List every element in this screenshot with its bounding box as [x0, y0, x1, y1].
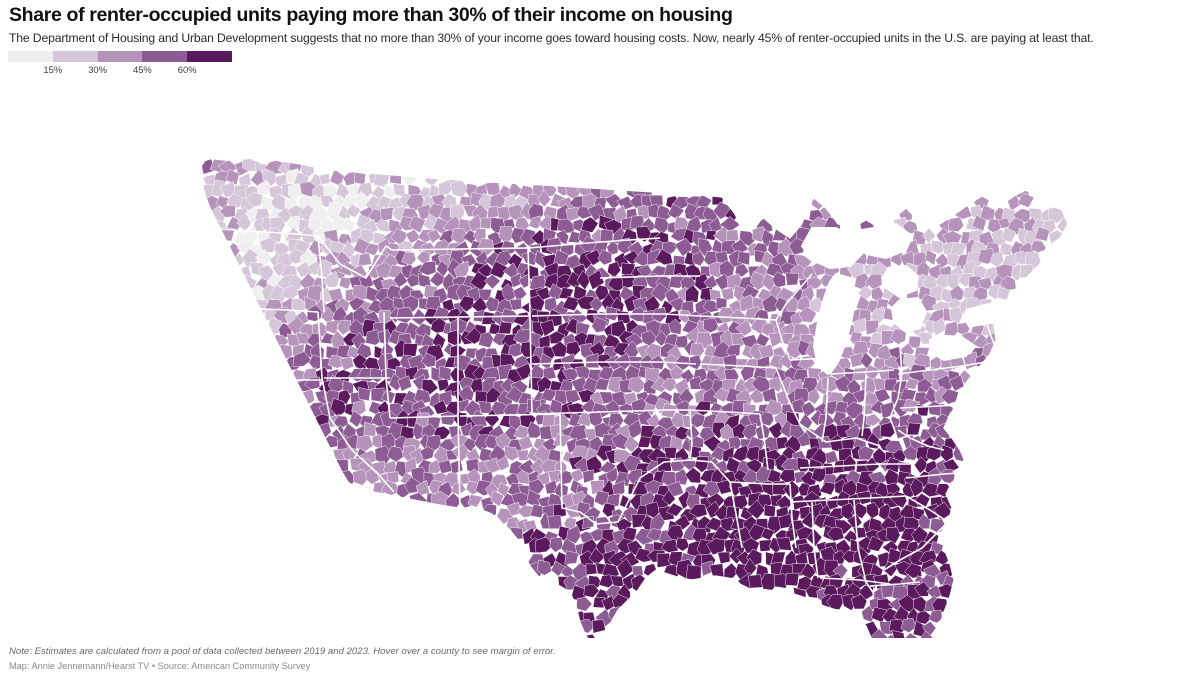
county-shape[interactable] — [383, 183, 397, 202]
county-shape[interactable] — [785, 572, 800, 587]
header: Share of renter-occupied units paying mo… — [9, 4, 1189, 46]
county-layer[interactable] — [0, 78, 1200, 638]
county-shape[interactable] — [689, 354, 702, 370]
county-shape[interactable] — [591, 619, 606, 634]
legend-swatch-4 — [187, 51, 232, 62]
great-lake-shape — [929, 334, 974, 362]
county-shape[interactable] — [356, 434, 374, 452]
county-shape[interactable] — [664, 447, 677, 459]
county-shape[interactable] — [709, 563, 725, 578]
legend-swatch-1 — [52, 51, 98, 62]
county-shape[interactable] — [219, 181, 237, 199]
legend-tick-0: 15% — [43, 64, 63, 75]
county-shape[interactable] — [575, 597, 593, 612]
legend-tick-3: 60% — [177, 64, 197, 75]
us-county-map-svg[interactable] — [0, 78, 1200, 638]
legend-tick-row: 15% 30% 45% 60% — [8, 62, 232, 76]
great-lake-shape — [856, 222, 914, 260]
county-shape[interactable] — [906, 422, 921, 436]
county-shape[interactable] — [944, 320, 960, 336]
county-shape[interactable] — [319, 173, 331, 185]
county-shape[interactable] — [556, 218, 575, 234]
county-shape[interactable] — [763, 504, 776, 518]
footer: Note: Estimates are calculated from a po… — [9, 645, 1189, 673]
county-shape[interactable] — [354, 190, 369, 209]
county-shape[interactable] — [370, 387, 385, 403]
county-shape[interactable] — [947, 216, 964, 232]
county-shape[interactable] — [616, 195, 635, 211]
county-shape[interactable] — [852, 367, 867, 381]
page-subtitle: The Department of Housing and Urban Deve… — [9, 31, 1094, 45]
county-shape[interactable] — [225, 168, 240, 186]
county-shape[interactable] — [818, 481, 837, 496]
legend-swatch-3 — [142, 51, 188, 62]
county-shape[interactable] — [684, 467, 701, 484]
county-shape[interactable] — [585, 563, 598, 576]
choropleth-map[interactable] — [0, 78, 1200, 638]
page-title: Share of renter-occupied units paying mo… — [9, 4, 733, 26]
county-shape[interactable] — [516, 449, 529, 461]
county-shape[interactable] — [537, 189, 552, 208]
county-shape[interactable] — [1017, 192, 1035, 208]
county-shape[interactable] — [357, 252, 372, 267]
county-shape[interactable] — [694, 456, 710, 473]
legend-swatch-2 — [97, 51, 143, 62]
legend-tick-2: 45% — [133, 64, 152, 75]
county-shape[interactable] — [785, 272, 800, 286]
county-shape[interactable] — [478, 331, 494, 349]
county-shape[interactable] — [656, 457, 672, 472]
county-shape[interactable] — [685, 564, 702, 581]
footer-credit: Map: Annie Jennemann/Hearst TV • Source:… — [9, 661, 311, 671]
county-shape[interactable] — [450, 459, 464, 475]
county-shape[interactable] — [498, 321, 513, 335]
footer-note: Note: Estimates are calculated from a po… — [9, 646, 556, 657]
county-shape[interactable] — [219, 205, 236, 218]
county-shape[interactable] — [329, 168, 345, 187]
county-shape[interactable] — [549, 537, 563, 553]
county-shape[interactable] — [689, 342, 705, 358]
county-shape[interactable] — [717, 551, 731, 565]
county-shape[interactable] — [246, 191, 265, 207]
legend-tick-1: 30% — [88, 64, 107, 75]
county-shape[interactable] — [339, 356, 355, 371]
legend-swatch-0 — [8, 51, 53, 62]
county-shape[interactable] — [393, 183, 406, 198]
legend-swatch-bar — [8, 51, 232, 62]
county-shape[interactable] — [437, 459, 453, 475]
county-shape[interactable] — [403, 342, 419, 357]
county-shape[interactable] — [484, 181, 501, 196]
county-shape[interactable] — [778, 469, 796, 483]
color-legend: 15% 30% 45% 60% — [8, 51, 232, 76]
county-shape[interactable] — [610, 575, 624, 587]
